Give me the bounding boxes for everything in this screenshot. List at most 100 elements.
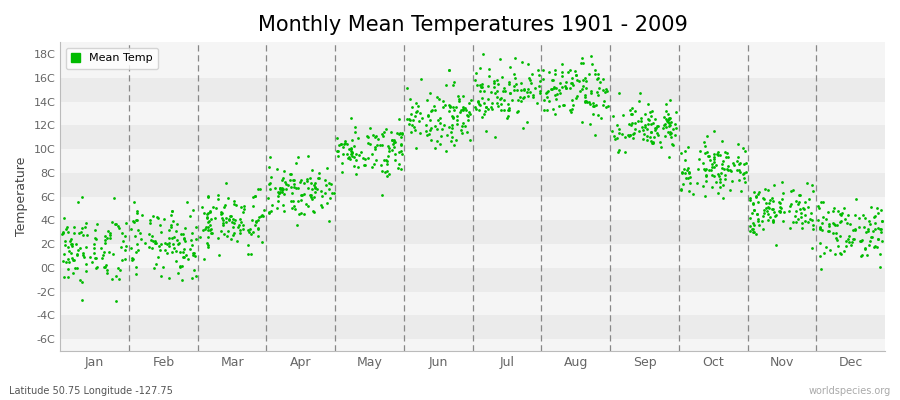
Point	[485, 106, 500, 112]
Point	[354, 149, 368, 155]
Point	[78, 220, 93, 226]
Point	[446, 106, 461, 113]
Point	[149, 214, 164, 220]
Point	[472, 88, 487, 94]
Point	[99, 262, 113, 268]
Point	[714, 176, 728, 182]
Point	[306, 209, 320, 215]
Point	[875, 218, 889, 224]
Point	[299, 201, 313, 207]
Point	[481, 96, 495, 102]
Point	[813, 240, 827, 246]
Point	[589, 66, 603, 73]
Point	[873, 226, 887, 233]
Point	[617, 148, 632, 155]
Point	[343, 156, 357, 162]
Point	[826, 220, 841, 226]
Point	[507, 87, 521, 93]
Point	[715, 138, 729, 144]
Point	[146, 213, 160, 220]
Point	[540, 107, 554, 114]
Point	[146, 238, 160, 244]
Point	[458, 104, 473, 111]
Point	[814, 198, 828, 205]
Point	[806, 222, 820, 228]
Point	[643, 134, 657, 140]
Point	[166, 218, 180, 224]
Point	[742, 195, 757, 201]
Point	[772, 199, 787, 205]
Point	[812, 204, 826, 211]
Point	[212, 252, 226, 258]
Point	[427, 102, 441, 109]
Point	[241, 251, 256, 258]
Point	[832, 210, 847, 217]
Point	[308, 180, 322, 186]
Point	[552, 86, 566, 93]
Point	[482, 66, 497, 73]
Point	[555, 69, 570, 75]
Point	[436, 97, 450, 104]
Point	[185, 275, 200, 281]
Bar	[60, 54, 885, 78]
Point	[841, 236, 855, 243]
Point	[237, 203, 251, 210]
Point	[634, 118, 648, 124]
Point	[552, 103, 566, 109]
Point	[533, 90, 547, 96]
Point	[840, 220, 854, 226]
Point	[381, 142, 395, 149]
Point	[578, 74, 592, 81]
Point	[347, 129, 362, 135]
Point	[454, 130, 469, 136]
Point	[244, 251, 258, 257]
Point	[554, 84, 569, 90]
Point	[814, 266, 829, 273]
Point	[291, 154, 305, 161]
Point	[762, 214, 777, 220]
Point	[116, 237, 130, 244]
Point	[682, 180, 697, 186]
Point	[588, 132, 602, 138]
Point	[395, 151, 410, 158]
Point	[344, 145, 358, 151]
Point	[433, 115, 447, 121]
Point	[838, 243, 852, 250]
Point	[168, 228, 183, 234]
Point	[336, 151, 350, 157]
Point	[222, 217, 237, 224]
Point	[521, 75, 535, 82]
Point	[747, 189, 761, 195]
Bar	[60, 173, 885, 197]
Point	[654, 143, 669, 150]
Point	[555, 73, 570, 79]
Point	[758, 186, 772, 192]
Point	[698, 173, 713, 180]
Point	[657, 122, 671, 128]
Point	[736, 171, 751, 177]
Point	[255, 212, 269, 218]
Point	[188, 253, 202, 259]
Point	[500, 106, 515, 113]
Point	[430, 117, 445, 124]
Point	[406, 117, 420, 123]
Point	[475, 95, 490, 102]
Point	[875, 238, 889, 244]
Point	[112, 225, 126, 231]
Point	[224, 213, 238, 220]
Point	[442, 67, 456, 73]
Point	[313, 188, 328, 194]
Point	[276, 190, 291, 197]
Point	[189, 224, 203, 230]
Point	[757, 196, 771, 203]
Point	[251, 226, 266, 232]
Point	[340, 140, 355, 147]
Point	[304, 179, 319, 186]
Point	[455, 120, 470, 126]
Point	[479, 128, 493, 134]
Point	[769, 242, 783, 248]
Point	[536, 66, 550, 73]
Point	[338, 138, 352, 145]
Point	[500, 112, 515, 119]
Point	[66, 270, 80, 276]
